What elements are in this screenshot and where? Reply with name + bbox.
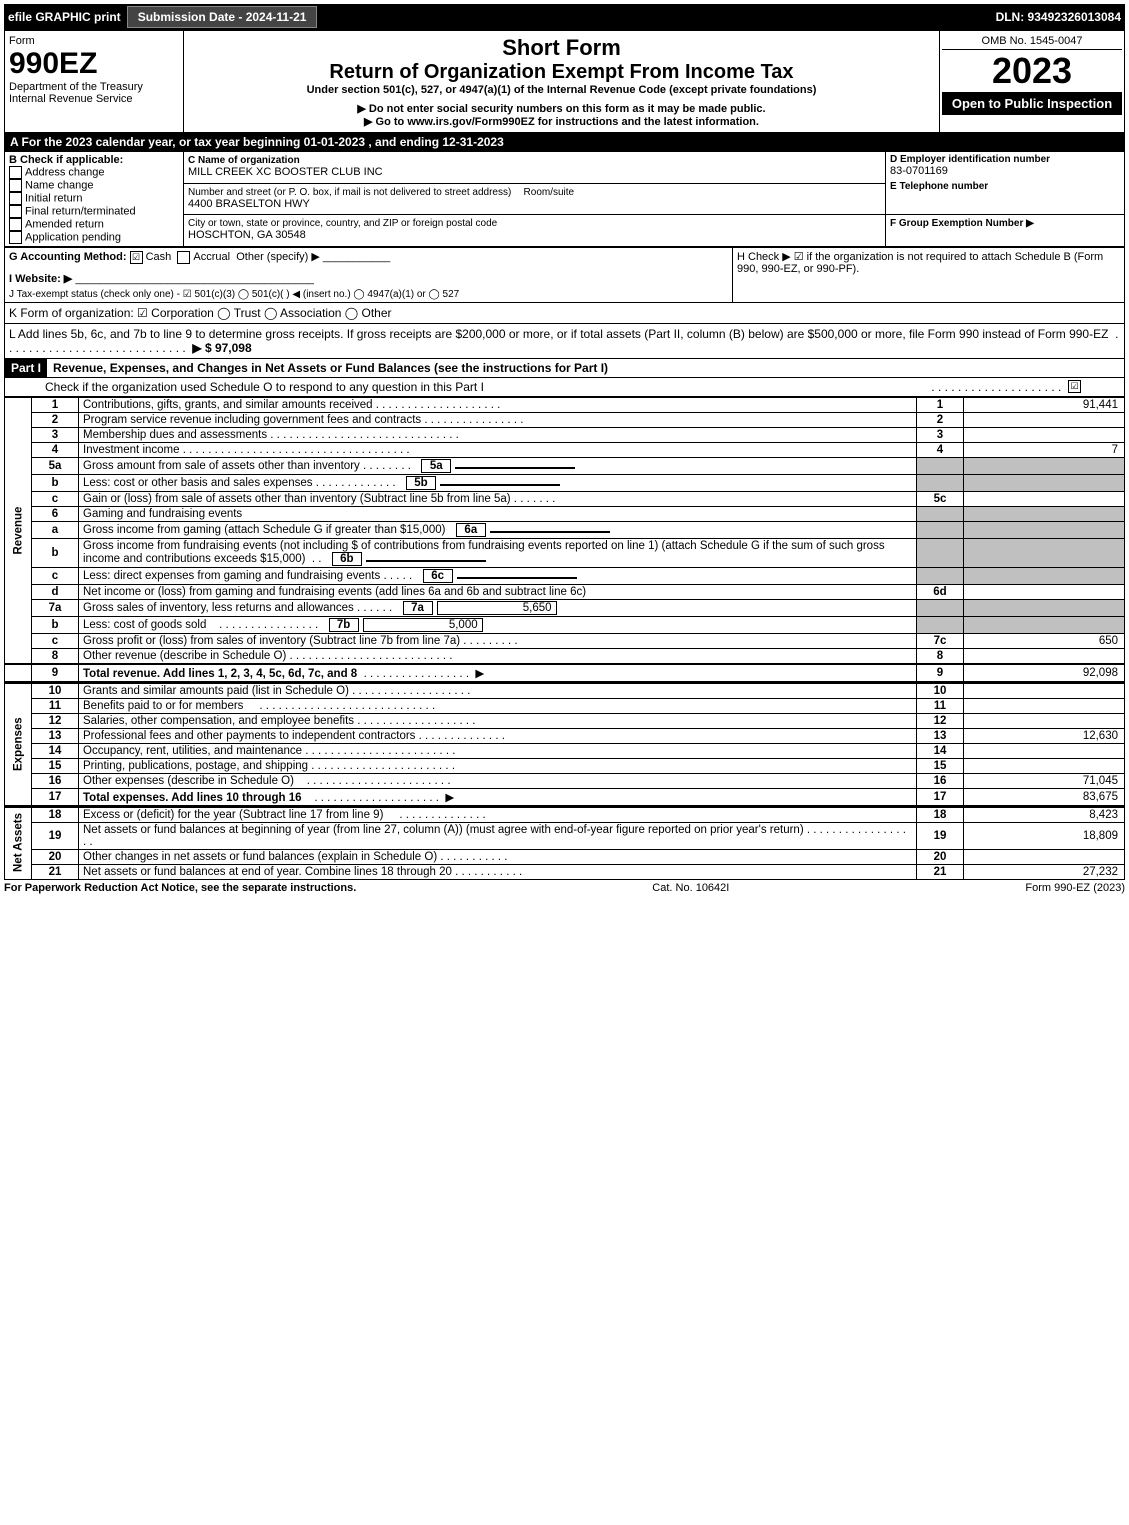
cat-no: Cat. No. 10642I [652,882,729,894]
street-value: 4400 BRASELTON HWY [188,198,310,210]
cash-check[interactable]: ☑ [130,251,143,264]
open-inspection: Open to Public Inspection [942,92,1122,115]
irs-label: Internal Revenue Service [9,93,179,105]
netassets-vert: Net Assets [5,806,32,879]
department: Department of the Treasury [9,81,179,93]
check-name[interactable]: Name change [9,179,179,192]
h-text: H Check ▶ ☑ if the organization is not r… [733,248,1125,303]
form-ref: Form 990-EZ (2023) [1025,882,1125,894]
under-section: Under section 501(c), 527, or 4947(a)(1)… [188,84,935,96]
c-name-label: C Name of organization [188,155,300,166]
short-form-title: Short Form [188,35,935,61]
return-title: Return of Organization Exempt From Incom… [188,61,935,84]
g-h-section: G Accounting Method: ☑Cash Accrual Other… [4,247,1125,303]
section-b-title: B Check if applicable: [9,154,179,166]
city-label: City or town, state or province, country… [188,218,497,229]
section-a: A For the 2023 calendar year, or tax yea… [4,133,1125,151]
instructions-link[interactable]: ▶ Go to www.irs.gov/Form990EZ for instru… [188,115,935,128]
expenses-vert: Expenses [5,682,32,806]
dln-label: DLN: 93492326013084 [996,10,1121,24]
form-word: Form [9,35,179,47]
e-label: E Telephone number [890,181,1120,192]
ein-value: 83-0701169 [890,165,1120,177]
k-text: K Form of organization: ☑ Corporation ◯ … [4,303,1125,324]
part-i-label: Part I [5,359,47,377]
check-final[interactable]: Final return/terminated [9,205,179,218]
org-info-table: B Check if applicable: Address change Na… [4,151,1125,247]
i-label: I Website: ▶ [9,273,72,285]
header-center: Short Form Return of Organization Exempt… [184,31,939,132]
l-amount: ▶ $ 97,098 [192,341,251,355]
check-pending[interactable]: Application pending [9,231,179,244]
page-footer: For Paperwork Reduction Act Notice, see … [4,880,1125,894]
form-number: 990EZ [9,47,179,81]
check-address[interactable]: Address change [9,166,179,179]
submission-date: Submission Date - 2024-11-21 [127,6,318,28]
part-i-desc: Revenue, Expenses, and Changes in Net As… [47,361,608,375]
revenue-vert: Revenue [5,397,32,664]
top-bar: efile GRAPHIC print Submission Date - 20… [4,4,1125,30]
room-label: Room/suite [524,187,575,198]
g-label: G Accounting Method: [9,251,127,263]
l-text: L Add lines 5b, 6c, and 7b to line 9 to … [9,327,1108,341]
check-amended[interactable]: Amended return [9,218,179,231]
lines-table: Revenue 1 Contributions, gifts, grants, … [4,397,1125,880]
part-i-header: Part I Revenue, Expenses, and Changes in… [4,359,1125,378]
j-text: J Tax-exempt status (check only one) - ☑… [9,289,728,300]
efile-label: efile GRAPHIC print [8,10,121,24]
tax-year: 2023 [942,50,1122,92]
part-i-sched-o: Check if the organization used Schedule … [4,378,1125,397]
street-label: Number and street (or P. O. box, if mail… [188,187,511,198]
l-section: L Add lines 5b, 6c, and 7b to line 9 to … [4,324,1125,359]
paperwork-notice: For Paperwork Reduction Act Notice, see … [4,882,356,894]
sched-o-check[interactable]: ☑ [1068,380,1081,393]
omb-number: OMB No. 1545-0047 [942,33,1122,50]
f-label: F Group Exemption Number ▶ [890,218,1034,229]
d-label: D Employer identification number [890,154,1120,165]
ssn-warning: ▶ Do not enter social security numbers o… [188,102,935,115]
header-left: Form 990EZ Department of the Treasury In… [5,31,184,132]
accrual-check[interactable] [177,251,190,264]
city-value: HOSCHTON, GA 30548 [188,229,306,241]
check-initial[interactable]: Initial return [9,192,179,205]
header-right: OMB No. 1545-0047 2023 Open to Public In… [939,31,1124,132]
org-name: MILL CREEK XC BOOSTER CLUB INC [188,166,383,178]
form-header: Form 990EZ Department of the Treasury In… [4,30,1125,133]
